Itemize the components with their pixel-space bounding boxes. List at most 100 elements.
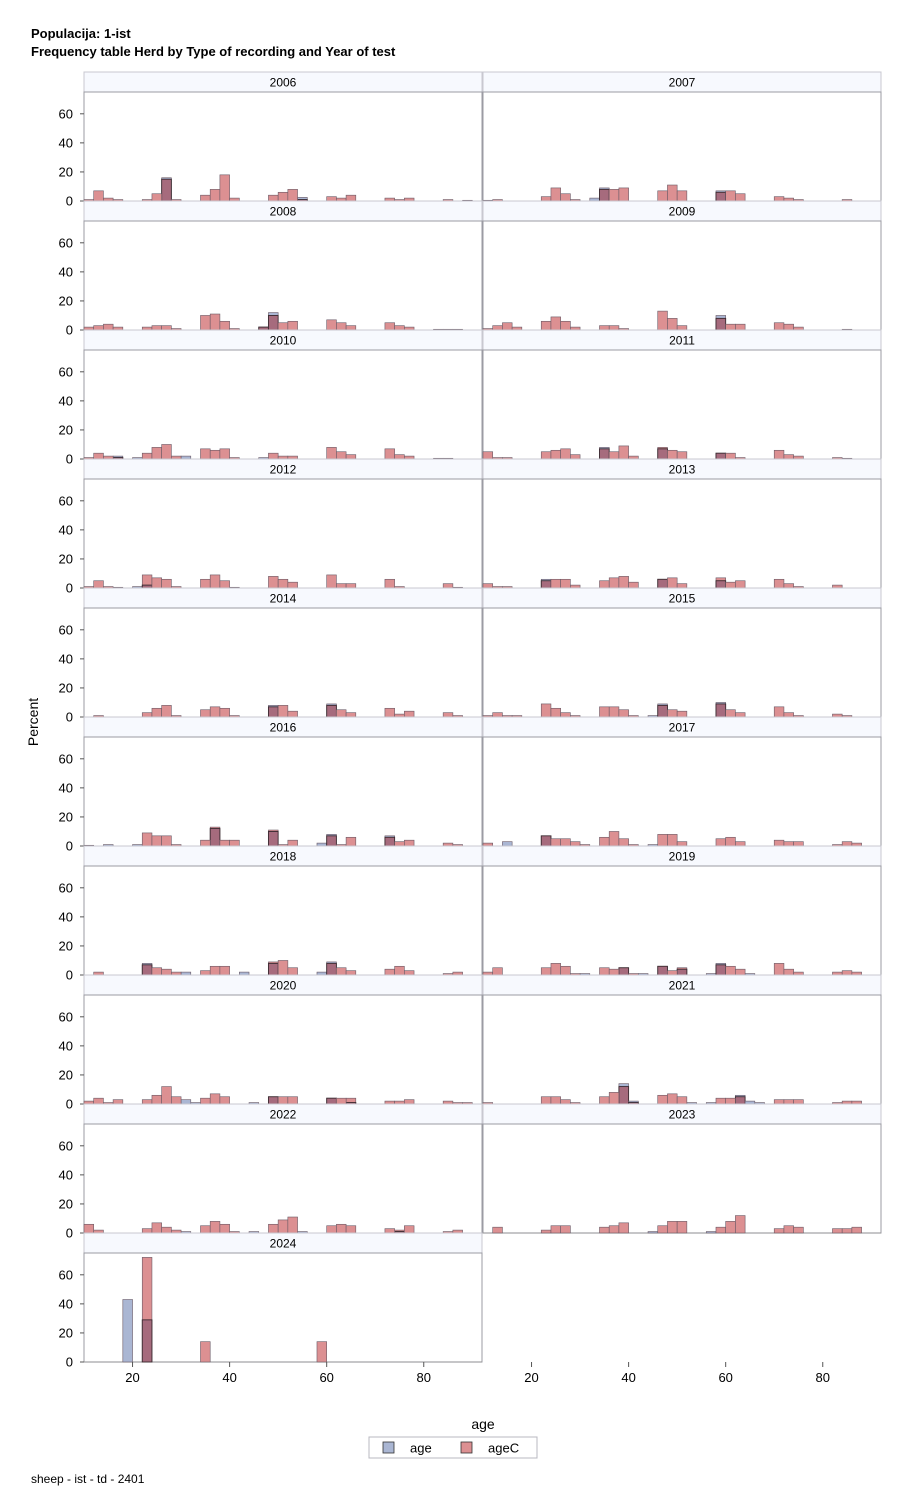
footnote: sheep - ist - td - 2401 [31,1472,145,1486]
bar-ageC [676,325,688,331]
panel-year-label: 2020 [270,979,297,993]
panel-year-label: 2022 [270,1108,297,1122]
bar-ageC [725,1097,736,1105]
bar-ageC [83,1223,95,1234]
bar-ageC [735,580,746,589]
bar-ageC [618,709,629,718]
bar-overlap [161,178,172,202]
bar-ageC [599,1096,610,1105]
bar-ageC [442,712,454,718]
panel-plot-area [83,1123,483,1234]
y-tick-label: 60 [59,880,73,895]
bar-ageC [200,1097,211,1105]
bar-ageC [482,583,494,589]
bar-ageC [219,320,230,331]
y-tick-label: 60 [59,1267,73,1282]
bar-ageC [229,839,240,847]
bar-ageC [618,445,629,460]
bar-ageC [336,967,347,976]
bar-ageC [492,325,503,331]
y-tick-label: 60 [59,493,73,508]
bar-ageC [161,1086,172,1105]
bar-ageC [151,1094,162,1105]
bar-ageC [550,1225,561,1234]
bar-ageC [103,323,114,331]
bar-ageC [608,1225,620,1234]
y-tick-label: 0 [66,839,73,854]
legend-box [368,1436,538,1459]
bar-ageC [336,1223,347,1234]
bar-ageC [336,322,347,331]
bar-ageC [628,581,639,589]
panel-plot-area [482,349,882,460]
bar-ageC [667,449,678,460]
bar-overlap [676,968,688,976]
bar-ageC [277,191,289,202]
bar-ageC [793,1226,804,1234]
y-tick-label: 60 [59,235,73,250]
panel-year-label: 2021 [669,979,696,993]
bar-ageC [219,174,230,202]
bar-ageC [608,706,620,718]
bar-ageC [783,1099,794,1105]
y-tick-label: 20 [59,809,73,824]
panel-year-label: 2010 [270,334,297,348]
bar-ageC [219,1096,230,1105]
bar-ageC [540,196,552,202]
y-tick-label: 0 [66,1226,73,1241]
bar-ageC [277,705,289,718]
bar-overlap [734,1096,746,1105]
bar-ageC [725,581,736,589]
bar-ageC [141,452,153,460]
bar-ageC [783,1225,794,1234]
bar-ageC [773,839,785,847]
bar-overlap [715,964,727,976]
panel-plot-area [83,220,483,331]
panel-plot-area [83,478,483,589]
bar-ageC [676,841,688,847]
bar-overlap [618,1086,630,1105]
bar-ageC [560,578,571,589]
y-tick-label: 40 [59,909,73,924]
bar-ageC [725,190,736,202]
bar-ageC [570,841,581,847]
y-tick-label: 20 [59,938,73,953]
panel-year-label: 2009 [669,205,696,219]
x-tick-label: 40 [222,1370,236,1385]
bar-overlap [540,835,552,847]
bar-ageC [200,970,211,976]
bar-ageC [287,189,298,202]
bar-ageC [715,838,726,847]
panel-plot-area [482,865,882,976]
panel-year-label: 2006 [270,76,297,90]
bar-ageC [618,838,629,847]
bar-overlap [326,704,337,718]
bar-ageC [209,574,221,589]
bar-ageC [599,1226,610,1234]
bar-ageC [404,1225,415,1234]
bar-ageC [200,448,211,460]
bar-ageC [93,452,104,460]
bar-ageC [657,834,668,847]
panel-year-label: 2015 [669,592,696,606]
y-tick-label: 40 [59,264,73,279]
y-tick-label: 40 [59,522,73,537]
panel-year-label: 2007 [669,76,696,90]
panel-year-label: 2017 [669,721,696,735]
bar-ageC [209,1221,221,1234]
bar-ageC [442,583,454,589]
bar-ageC [268,1223,279,1234]
bar-ageC [550,963,561,976]
bar-ageC [676,710,688,718]
bar-ageC [93,190,104,202]
bar-ageC [841,1228,853,1234]
y-tick-label: 0 [66,581,73,596]
bar-overlap [267,1096,279,1105]
bar-ageC [540,1229,552,1234]
bar-ageC [773,578,785,589]
bar-ageC [287,1216,298,1234]
bar-ageC [384,968,395,976]
bar-ageC [608,451,620,460]
panel-plot-area [482,607,882,718]
bar-age [122,1299,133,1363]
